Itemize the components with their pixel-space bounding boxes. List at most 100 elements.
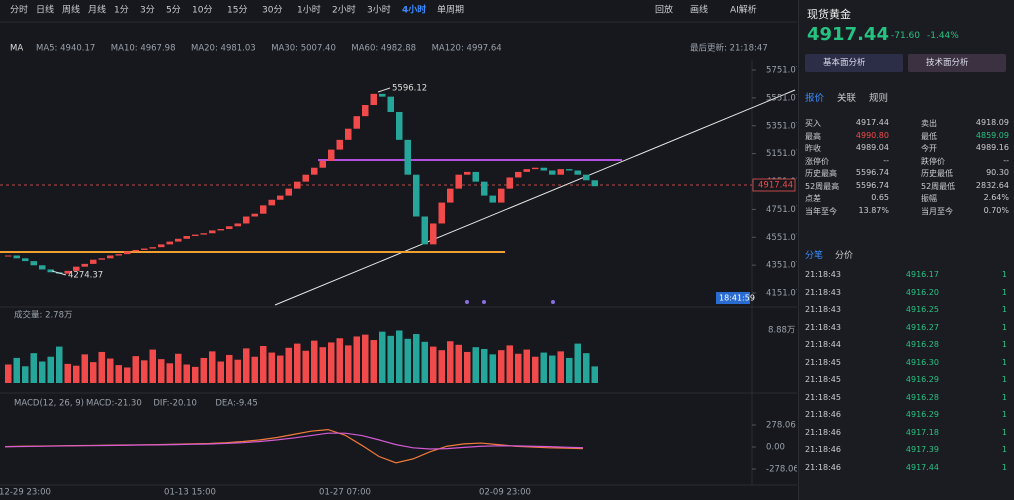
period-tab[interactable]: 单周期 — [437, 4, 464, 16]
y-tick-label: 4151.07 — [766, 289, 797, 299]
candle — [98, 258, 105, 260]
candle — [489, 195, 496, 203]
period-tab[interactable]: 1小时 — [297, 4, 321, 16]
tool-button[interactable]: AI解析 — [730, 4, 757, 16]
instrument-title: 现货黄金 — [807, 8, 851, 21]
volume-bar — [5, 364, 12, 383]
trade-cell: 4916.20 — [905, 287, 939, 297]
volume-bar — [489, 354, 496, 383]
quote-cell: 点差 — [805, 194, 821, 203]
volume-bar — [64, 363, 71, 383]
trade-cell: 21:18:43 — [805, 305, 841, 314]
volume-bar — [353, 336, 360, 383]
volume-bar — [515, 353, 522, 383]
quote-cell: 0.70% — [983, 205, 1009, 215]
volume-bar — [540, 352, 547, 383]
trade-tab[interactable]: 分价 — [835, 251, 854, 261]
period-tab[interactable]: 周线 — [62, 4, 80, 16]
period-tab[interactable]: 3小时 — [367, 4, 391, 16]
trade-cell: 21:18:46 — [805, 462, 841, 472]
trade-cell: 1 — [1001, 375, 1007, 384]
tool-button[interactable]: 画线 — [690, 4, 708, 16]
analysis-button[interactable]: 技术面分析 — [908, 54, 1006, 72]
period-tab[interactable]: 分时 — [10, 4, 28, 16]
candle — [336, 139, 343, 150]
period-tab[interactable]: 10分 — [192, 5, 212, 16]
volume-bar — [285, 347, 292, 383]
trade-cell: 21:18:44 — [805, 340, 841, 349]
candle — [64, 270, 71, 274]
panel-tab[interactable]: 规则 — [869, 93, 889, 104]
period-tab[interactable]: 30分 — [262, 5, 282, 16]
candle — [217, 229, 224, 231]
candle — [532, 167, 539, 170]
volume-bar — [243, 348, 250, 383]
candle — [192, 234, 199, 237]
macd-item: MACD:-21.30 — [86, 399, 142, 409]
tool-button[interactable]: 回放 — [655, 4, 673, 16]
period-tab[interactable]: 15分 — [227, 5, 247, 16]
quote-cell: 昨收 — [805, 144, 821, 153]
trade-cell: 4916.28 — [905, 392, 939, 402]
volume-axis-label: 8.88万 — [768, 326, 795, 336]
period-tab[interactable]: 月线 — [88, 4, 106, 16]
low-pointer — [51, 270, 67, 276]
candle — [353, 116, 360, 129]
trade-tab[interactable]: 分笔 — [805, 251, 824, 261]
candle — [319, 160, 326, 168]
trade-cell: 21:18:43 — [805, 322, 841, 332]
candle — [209, 230, 216, 234]
y-tick-label: 278.06 — [766, 421, 796, 431]
period-tab[interactable]: 日线 — [36, 4, 54, 16]
candle — [345, 128, 352, 140]
period-tab[interactable]: 2小时 — [332, 4, 356, 16]
panel-tab[interactable]: 报价 — [805, 93, 825, 104]
volume-bar — [192, 366, 199, 383]
candle — [379, 93, 386, 97]
last-update: 最后更新: 21:18:47 — [690, 43, 768, 54]
panel-tab[interactable]: 关联 — [837, 93, 857, 104]
quote-cell: 4918.09 — [975, 118, 1009, 127]
trade-cell: 21:18:45 — [805, 392, 841, 402]
ma-label: MA — [10, 44, 23, 54]
x-tick-label: 12-29 23:00 — [0, 488, 51, 498]
candle — [421, 216, 428, 245]
trade-cell: 4917.44 — [905, 462, 939, 472]
volume-bar — [268, 352, 275, 383]
period-tab[interactable]: 5分 — [166, 5, 181, 16]
candle — [311, 167, 318, 175]
period-tab[interactable]: 4小时 — [402, 4, 426, 16]
volume-bar — [149, 349, 156, 383]
trade-cell: 4916.17 — [905, 270, 939, 279]
candle — [268, 199, 275, 206]
candle — [515, 171, 522, 178]
volume-bar — [158, 359, 165, 383]
candle — [200, 233, 207, 235]
candle — [362, 105, 369, 117]
candle — [175, 238, 182, 242]
candle — [183, 236, 190, 239]
volume-bar — [30, 353, 37, 383]
volume-bar — [345, 345, 352, 383]
quote-cell: 今开 — [921, 144, 937, 153]
quote-cell: 买入 — [805, 119, 821, 128]
candle — [277, 195, 284, 200]
candle — [47, 269, 54, 273]
analysis-button[interactable]: 基本面分析 — [805, 54, 903, 72]
volume-bar — [73, 365, 80, 383]
y-tick-label: 4551.07 — [766, 233, 797, 243]
candle — [5, 255, 12, 257]
candle — [583, 174, 590, 181]
quote-cell: 当月至今 — [921, 206, 953, 216]
period-tab[interactable]: 3分 — [140, 5, 155, 16]
volume-bar — [481, 348, 488, 383]
trade-cell: 21:18:46 — [805, 427, 841, 437]
quote-cell: 跌停价 — [921, 156, 945, 166]
volume-bar — [107, 358, 114, 383]
candle — [107, 255, 114, 259]
x-tick-label: 02-09 23:00 — [479, 488, 531, 498]
period-tab[interactable]: 1分 — [114, 5, 129, 16]
candle — [370, 93, 377, 106]
trade-cell: 1 — [1001, 462, 1007, 472]
candle — [226, 226, 233, 230]
